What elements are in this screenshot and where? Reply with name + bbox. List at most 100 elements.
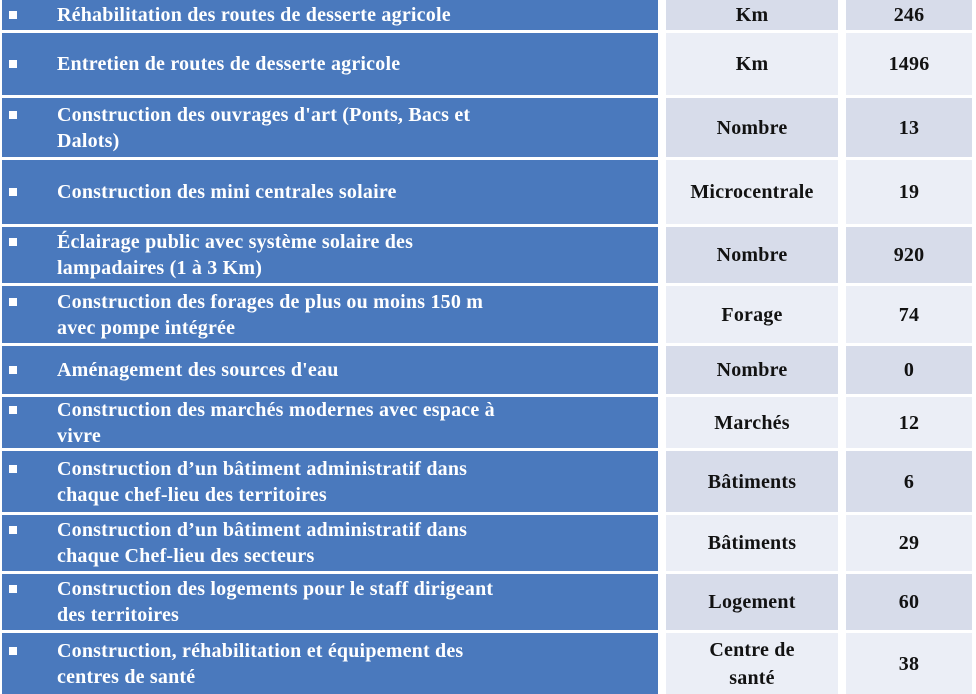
description-cell: Construction des mini centrales solaire bbox=[2, 160, 658, 224]
bullet-icon bbox=[9, 464, 17, 473]
description-text: Construction des mini centrales solaire bbox=[2, 179, 658, 205]
table-row: Construction d’un bâtiment administratif… bbox=[2, 451, 972, 512]
unit-cell: Nombre bbox=[666, 346, 838, 394]
description-text: Construction des forages de plus ou moin… bbox=[2, 289, 658, 341]
unit-cell: Km bbox=[666, 0, 838, 30]
unit-cell: Forage bbox=[666, 286, 838, 343]
description-line: des territoires bbox=[57, 604, 180, 626]
unit-line: Marchés bbox=[714, 411, 790, 434]
description-line: Construction des forages de plus ou moin… bbox=[57, 290, 484, 313]
description-text: Aménagement des sources d'eau bbox=[2, 357, 658, 383]
unit-cell: Logement bbox=[666, 574, 838, 630]
description-line: Construction d’un bâtiment administratif… bbox=[57, 519, 468, 541]
bullet-icon bbox=[9, 366, 17, 374]
table-row: Éclairage public avec système solaire de… bbox=[2, 227, 972, 283]
unit-line: santé bbox=[729, 666, 775, 689]
unit-text: Nombre bbox=[717, 356, 788, 384]
value-text: 0 bbox=[903, 359, 915, 381]
description-text: Construction des logements pour le staff… bbox=[2, 576, 658, 628]
unit-line: Centre de bbox=[709, 638, 795, 661]
description-text: Construction d’un bâtiment administratif… bbox=[2, 517, 658, 569]
bullet-icon bbox=[9, 60, 17, 68]
description-line: Réhabilitation des routes de desserte ag… bbox=[57, 4, 451, 26]
unit-line: Bâtiments bbox=[707, 470, 797, 493]
value-text: 38 bbox=[898, 652, 920, 675]
description-text: Entretien de routes de desserte agricole bbox=[2, 51, 658, 77]
value-text: 246 bbox=[893, 4, 925, 26]
description-cell: Construction, réhabilitation et équipeme… bbox=[2, 633, 658, 694]
description-cell: Entretien de routes de desserte agricole bbox=[2, 33, 658, 95]
description-line: Entretien de routes de desserte agricole bbox=[57, 53, 401, 75]
unit-text: Forage bbox=[721, 301, 782, 329]
description-cell: Construction des forages de plus ou moin… bbox=[2, 286, 658, 343]
value-text: 6 bbox=[903, 470, 915, 493]
bullet-icon bbox=[9, 585, 17, 593]
description-line: chaque chef-lieu des territoires bbox=[57, 483, 327, 506]
unit-text: Centre de santé bbox=[709, 636, 794, 692]
unit-cell: Nombre bbox=[666, 98, 838, 157]
description-line: Construction, réhabilitation et équipeme… bbox=[57, 639, 464, 662]
bullet-icon bbox=[9, 526, 17, 534]
table-row: Construction d’un bâtiment administratif… bbox=[2, 515, 972, 571]
value-text: 1496 bbox=[888, 53, 930, 75]
value-cell: 13 bbox=[846, 98, 972, 157]
value-cell: 0 bbox=[846, 346, 972, 394]
value-cell: 74 bbox=[846, 286, 972, 343]
description-text: Construction, réhabilitation et équipeme… bbox=[2, 638, 658, 690]
description-line: Construction des logements pour le staff… bbox=[57, 578, 494, 600]
unit-line: Microcentrale bbox=[690, 181, 814, 203]
unit-line: Nombre bbox=[716, 359, 788, 381]
bullet-icon bbox=[9, 188, 17, 196]
description-cell: Éclairage public avec système solaire de… bbox=[2, 227, 658, 283]
value-cell: 19 bbox=[846, 160, 972, 224]
value-cell: 12 bbox=[846, 397, 972, 448]
table-row: Construction des forages de plus ou moin… bbox=[2, 286, 972, 343]
description-text: Construction des ouvrages d'art (Ponts, … bbox=[2, 102, 658, 154]
unit-cell: Km bbox=[666, 33, 838, 95]
value-cell: 6 bbox=[846, 451, 972, 512]
description-text: Construction d’un bâtiment administratif… bbox=[2, 456, 658, 508]
description-line: Éclairage public avec système solaire de… bbox=[57, 231, 414, 253]
unit-text: Km bbox=[736, 1, 769, 29]
unit-line: Bâtiments bbox=[707, 532, 797, 554]
description-cell: Construction des logements pour le staff… bbox=[2, 574, 658, 630]
value-text: 19 bbox=[898, 181, 920, 203]
bullet-icon bbox=[9, 297, 17, 306]
description-line: lampadaires (1 à 3 Km) bbox=[57, 257, 263, 279]
value-cell: 1496 bbox=[846, 33, 972, 95]
value-text: 60 bbox=[898, 591, 920, 613]
unit-line: Forage bbox=[721, 303, 783, 326]
bullet-icon bbox=[9, 405, 17, 414]
unit-cell: Nombre bbox=[666, 227, 838, 283]
table-row: Aménagement des sources d'eau Nombre 0 bbox=[2, 346, 972, 394]
value-cell: 60 bbox=[846, 574, 972, 630]
value-cell: 920 bbox=[846, 227, 972, 283]
table-row: Construction des ouvrages d'art (Ponts, … bbox=[2, 98, 972, 157]
description-cell: Construction d’un bâtiment administratif… bbox=[2, 451, 658, 512]
bullet-icon bbox=[9, 646, 17, 655]
description-cell: Construction des ouvrages d'art (Ponts, … bbox=[2, 98, 658, 157]
table-row: Réhabilitation des routes de desserte ag… bbox=[2, 0, 972, 30]
value-cell: 246 bbox=[846, 0, 972, 30]
bullet-icon bbox=[9, 11, 17, 19]
unit-text: Km bbox=[736, 50, 769, 78]
description-line: Construction des marchés modernes avec e… bbox=[57, 398, 495, 421]
unit-line: Km bbox=[735, 53, 769, 75]
description-cell: Aménagement des sources d'eau bbox=[2, 346, 658, 394]
value-text: 920 bbox=[893, 244, 925, 266]
unit-text: Nombre bbox=[717, 241, 788, 269]
value-text: 74 bbox=[898, 303, 920, 326]
value-text: 13 bbox=[898, 116, 920, 139]
unit-line: Logement bbox=[708, 591, 796, 613]
description-line: Construction des mini centrales solaire bbox=[57, 181, 397, 203]
description-cell: Construction des marchés modernes avec e… bbox=[2, 397, 658, 448]
value-cell: 38 bbox=[846, 633, 972, 694]
table-row: Construction des marchés modernes avec e… bbox=[2, 397, 972, 448]
unit-text: Marchés bbox=[714, 409, 789, 437]
unit-cell: Centre de santé bbox=[666, 633, 838, 694]
unit-text: Microcentrale bbox=[690, 178, 813, 206]
description-cell: Construction d’un bâtiment administratif… bbox=[2, 515, 658, 571]
table-row: Construction, réhabilitation et équipeme… bbox=[2, 633, 972, 694]
unit-cell: Bâtiments bbox=[666, 451, 838, 512]
